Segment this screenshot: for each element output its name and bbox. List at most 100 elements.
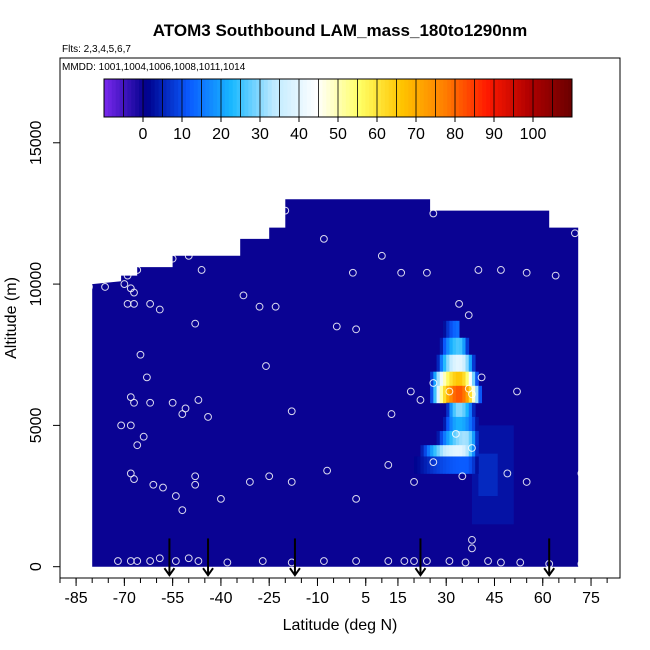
sample-point xyxy=(468,390,476,399)
colorbar-tick-label: 30 xyxy=(251,126,269,143)
colorbar-segment xyxy=(158,79,163,117)
sample-point xyxy=(126,421,135,430)
plume-cell xyxy=(452,402,457,421)
colorbar-segment xyxy=(435,79,440,117)
plume-cell xyxy=(471,456,476,474)
sample-point xyxy=(133,557,142,565)
sample-point xyxy=(155,554,164,563)
plume-cell xyxy=(446,431,450,449)
colorbar-segment xyxy=(217,79,222,117)
sample-point xyxy=(178,410,187,418)
colorbar-segment xyxy=(423,79,429,117)
colorbar-segment xyxy=(392,79,397,117)
colorbar-segment xyxy=(345,79,351,117)
sample-point xyxy=(126,393,135,402)
plume-cell xyxy=(449,354,454,373)
colorbar-tick-label: 90 xyxy=(485,126,503,143)
colorbar-segment xyxy=(470,79,475,117)
sample-point xyxy=(551,271,560,280)
colorbar-segment xyxy=(295,79,300,117)
sample-point xyxy=(461,558,470,567)
colorbar-segment xyxy=(455,79,460,117)
colorbar-segment xyxy=(540,79,546,117)
sample-point xyxy=(422,557,431,565)
plume-cell xyxy=(439,371,444,390)
sample-point xyxy=(130,288,138,297)
flight-arrow xyxy=(202,538,214,577)
plume-cell xyxy=(423,445,428,463)
colorbar-segment xyxy=(260,79,265,117)
plume-cell xyxy=(459,337,463,356)
colorbar-tick-label: 100 xyxy=(520,126,547,143)
sample-point xyxy=(455,299,463,308)
plume-cell xyxy=(462,371,466,390)
y-tick-label: 0 xyxy=(28,562,45,571)
x-tick-label: 75 xyxy=(582,590,600,607)
plume-cell xyxy=(423,456,428,474)
sample-point xyxy=(139,432,148,441)
plume-cell xyxy=(468,354,473,373)
sample-point xyxy=(332,322,341,331)
colorbar-segment xyxy=(509,79,514,117)
sample-point xyxy=(464,384,473,393)
colorbar-segment xyxy=(412,79,417,117)
plume-cell xyxy=(471,431,476,449)
plume-cell xyxy=(433,385,437,404)
plume-cell xyxy=(449,431,454,449)
sample-point xyxy=(468,544,476,553)
plume-cell xyxy=(455,416,460,435)
plume-cell xyxy=(417,456,421,474)
sample-point xyxy=(497,266,505,274)
sample-point xyxy=(245,478,254,486)
sample-point xyxy=(384,557,393,565)
plot-frame xyxy=(59,57,621,579)
plume-cell xyxy=(439,354,444,373)
plume-cell xyxy=(475,456,479,474)
plume-cell xyxy=(446,320,450,339)
colorbar-segment xyxy=(240,79,245,117)
y-tick-label: 10000 xyxy=(28,262,45,307)
plume-row xyxy=(436,354,476,373)
plume-row xyxy=(436,431,479,449)
y-axis-label: Altitude (m) xyxy=(3,277,20,359)
plume-cell xyxy=(433,445,437,463)
colorbar-segment xyxy=(416,79,421,117)
sample-point xyxy=(422,268,431,277)
plume-cell xyxy=(439,337,444,356)
sample-point xyxy=(117,421,126,430)
flight-arrow xyxy=(414,538,427,577)
sample-point xyxy=(146,557,155,565)
plume-cell xyxy=(452,337,457,356)
colorbar-segment xyxy=(377,79,382,117)
sample-point xyxy=(458,472,467,481)
sample-point xyxy=(171,492,180,500)
plume-row xyxy=(414,456,479,474)
sample-point xyxy=(577,469,586,478)
sample-point xyxy=(191,472,200,481)
curtain-field xyxy=(92,199,579,567)
flight-arrow xyxy=(543,538,556,577)
plume-row xyxy=(446,402,476,421)
sample-point xyxy=(571,229,579,238)
plume-cell xyxy=(442,371,447,390)
colorbar-segment xyxy=(447,79,452,117)
plume-cell xyxy=(449,445,454,463)
plume-cell xyxy=(475,445,479,463)
colorbar-segment xyxy=(451,79,456,117)
plume-cell xyxy=(462,385,466,404)
colorbar-segment xyxy=(213,79,218,117)
colorbar-segment xyxy=(330,79,335,117)
plume-cell xyxy=(462,354,466,373)
sample-point xyxy=(429,458,438,467)
colorbar-segment xyxy=(162,79,167,117)
colorbar-segment xyxy=(552,79,557,117)
colorbar-tick-label: 10 xyxy=(173,126,191,143)
plume-cell xyxy=(462,402,466,421)
sample-point xyxy=(464,311,473,320)
plume-row xyxy=(442,320,460,339)
colorbar-segment xyxy=(299,79,304,117)
plume-cell xyxy=(475,416,479,435)
colorbar-segment xyxy=(236,79,241,117)
colorbar-segment xyxy=(310,79,316,117)
plume-cell xyxy=(475,371,479,390)
